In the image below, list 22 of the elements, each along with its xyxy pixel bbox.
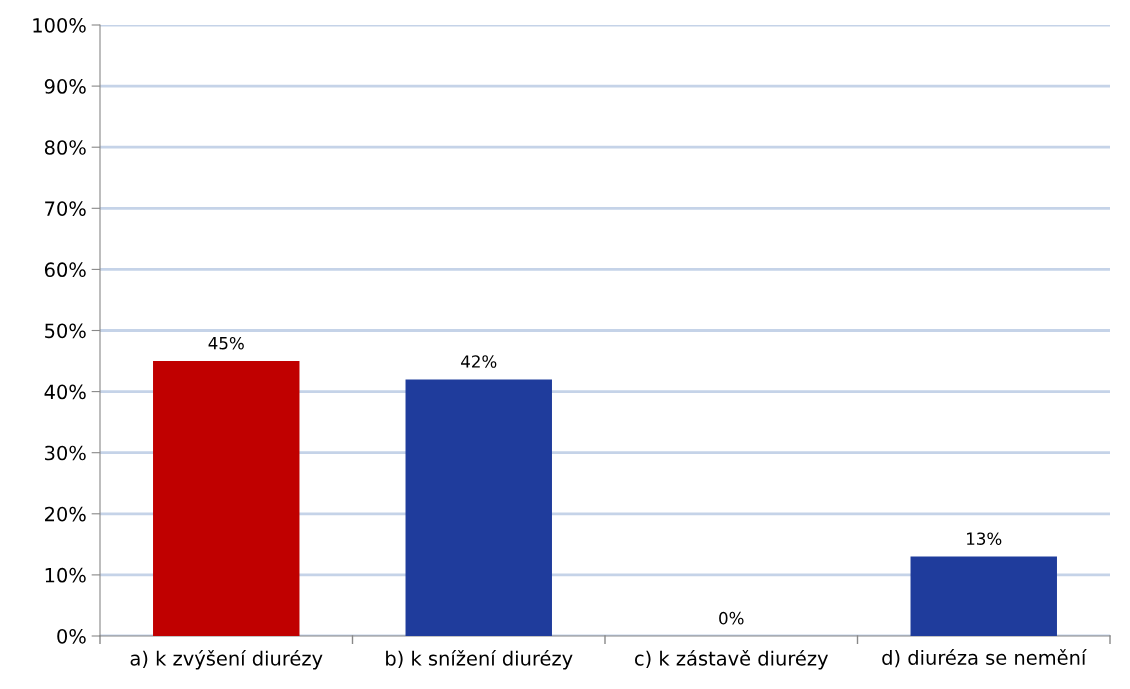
x-tick-label: d) diuréza se nemění — [882, 649, 1087, 668]
y-tick-label: 0% — [57, 628, 86, 644]
y-tick-label: 60% — [44, 262, 86, 278]
y-tick-label: 20% — [45, 506, 86, 522]
y-tick-label: 100% — [33, 17, 86, 33]
y-tick-label: 70% — [45, 201, 86, 216]
y-tick-label: 40% — [44, 384, 86, 400]
data-label: 0% — [719, 611, 744, 625]
bar — [153, 361, 300, 636]
y-tick-label: 30% — [45, 445, 86, 461]
data-label: 13% — [967, 532, 1002, 546]
y-tick-label: 90% — [44, 79, 86, 94]
x-tick-label: b) k snížení diurézy — [386, 649, 573, 670]
data-label: 42% — [461, 355, 497, 368]
x-tick-label: a) k zvýšení diurézy — [130, 649, 323, 670]
y-tick-label: 80% — [44, 140, 86, 155]
data-label: 45% — [208, 336, 244, 350]
y-tick-label: 10% — [45, 567, 86, 583]
bar — [910, 556, 1057, 636]
y-tick-label: 50% — [45, 323, 86, 339]
bar — [405, 379, 552, 636]
x-tick-label: c) k zástavě diurézy — [635, 649, 828, 670]
